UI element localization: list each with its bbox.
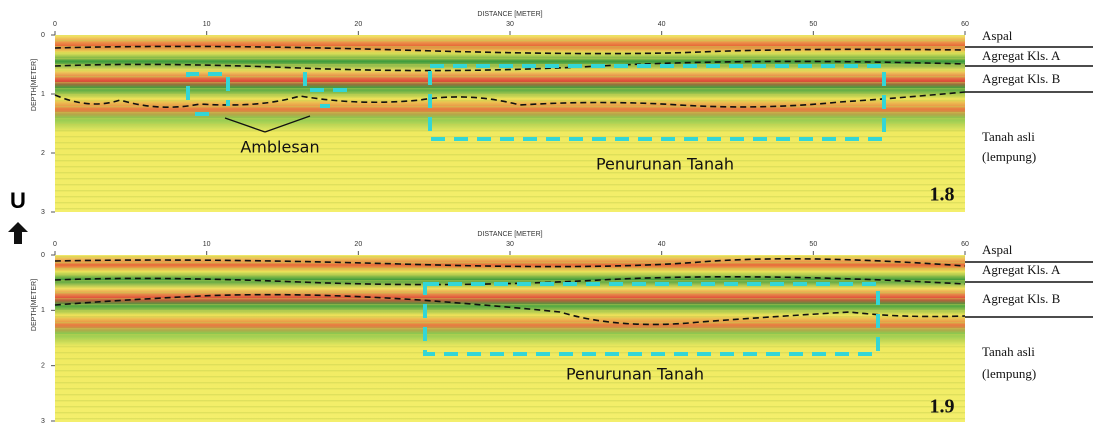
annotation: Penurunan Tanah: [566, 365, 704, 384]
x-tick-label: 30: [506, 241, 514, 248]
layer-label: Agregat Kls. B: [982, 291, 1061, 306]
y-axis-label: DEPTH[METER]: [31, 59, 38, 111]
figure-number: 1.8: [930, 184, 955, 206]
annotation: Penurunan Tanah: [596, 155, 734, 174]
y-tick-label: 0: [41, 32, 45, 39]
x-tick-label: 60: [961, 241, 969, 248]
north-label: U: [10, 188, 26, 213]
y-tick-label: 3: [41, 209, 45, 216]
y-tick-label: 3: [41, 418, 45, 423]
x-tick-label: 60: [961, 21, 969, 28]
x-tick-label: 20: [354, 241, 362, 248]
layer-label: Agregat Kls. B: [982, 71, 1061, 86]
north-arrow: [8, 222, 28, 244]
layer-label: Agregat Kls. A: [982, 262, 1061, 277]
x-tick-label: 40: [658, 241, 666, 248]
x-tick-label: 50: [809, 241, 817, 248]
y-tick-label: 2: [41, 150, 45, 157]
figure: U DISTANCE [METER]01020304050600123DEPTH…: [0, 0, 1093, 423]
annotation: Amblesan: [240, 138, 319, 157]
y-tick-label: 2: [41, 363, 45, 370]
layer-label: Aspal: [982, 242, 1013, 257]
x-tick-label: 40: [658, 21, 666, 28]
y-axis-label: DEPTH[METER]: [31, 279, 38, 331]
x-tick-label: 30: [506, 21, 514, 28]
layer-label: (lempung): [982, 366, 1036, 381]
y-tick-label: 0: [41, 252, 45, 259]
x-axis-label: DISTANCE [METER]: [477, 231, 542, 238]
x-tick-label: 20: [354, 21, 362, 28]
layer-label: (lempung): [982, 149, 1036, 164]
x-tick-label: 0: [53, 21, 57, 28]
x-tick-label: 10: [203, 21, 211, 28]
y-tick-label: 1: [41, 91, 45, 98]
y-tick-label: 1: [41, 307, 45, 314]
x-axis-label: DISTANCE [METER]: [477, 11, 542, 18]
x-tick-label: 10: [203, 241, 211, 248]
radargram-texture: [55, 255, 965, 422]
figure-number: 1.9: [930, 396, 955, 418]
layer-label: Agregat Kls. A: [982, 48, 1061, 63]
x-tick-label: 50: [809, 21, 817, 28]
layer-label: Tanah asli: [982, 129, 1035, 144]
x-tick-label: 0: [53, 241, 57, 248]
layer-label: Tanah asli: [982, 344, 1035, 359]
layer-label: Aspal: [982, 28, 1013, 43]
